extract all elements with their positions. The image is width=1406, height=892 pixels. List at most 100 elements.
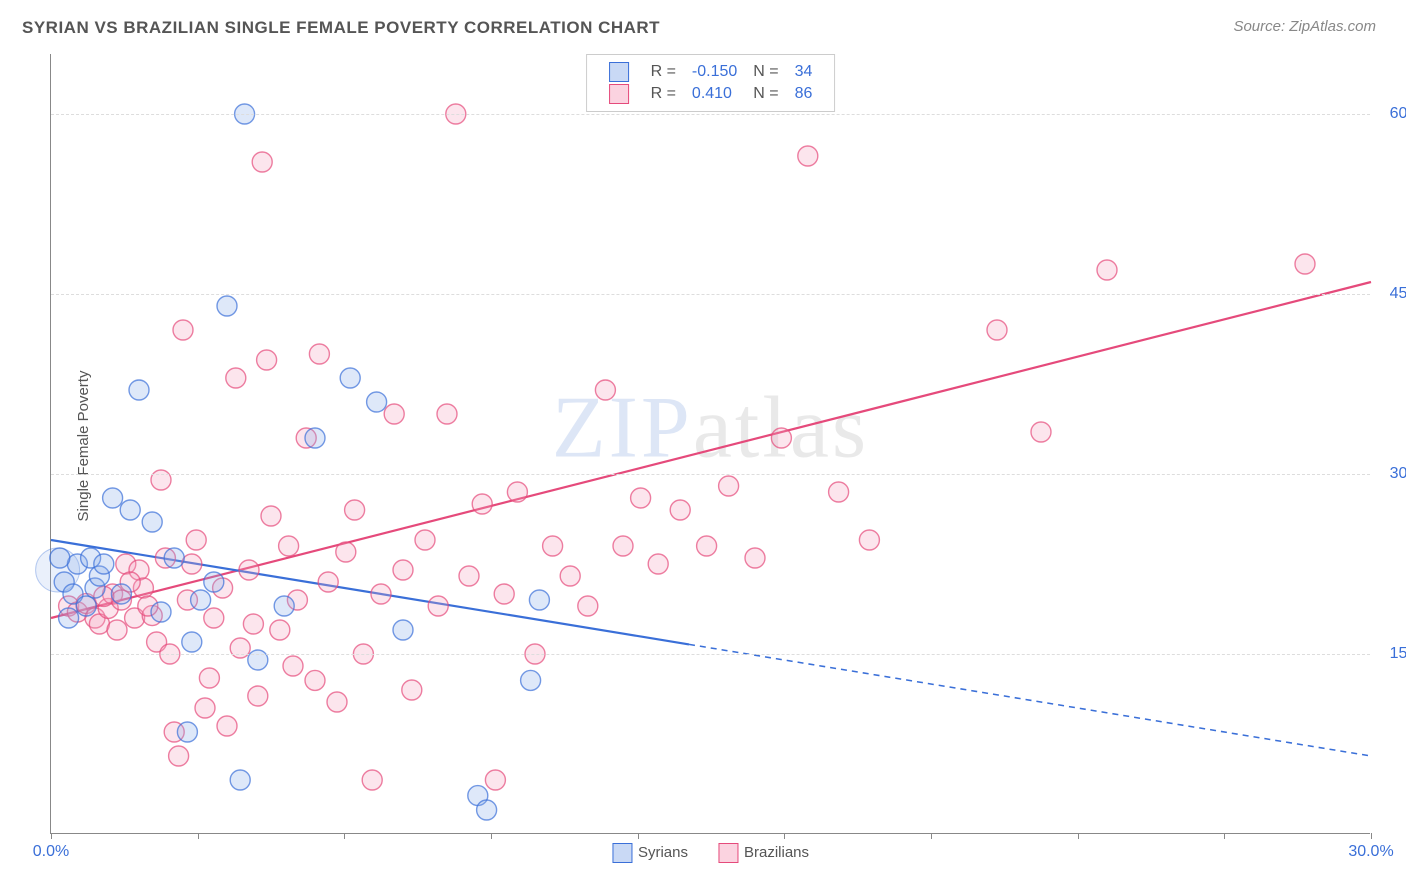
data-point (494, 584, 514, 604)
data-point (560, 566, 580, 586)
data-point (164, 548, 184, 568)
gridline (51, 294, 1370, 295)
data-point (771, 428, 791, 448)
legend-row-brazilians: R =0.410 N =86 (601, 83, 821, 105)
data-point (217, 716, 237, 736)
data-point (129, 380, 149, 400)
series-legend: Syrians Brazilians (612, 843, 809, 863)
data-point (217, 296, 237, 316)
data-point (177, 722, 197, 742)
data-point (371, 584, 391, 604)
trendline-extrapolated (689, 644, 1371, 756)
x-tick (784, 833, 785, 839)
swatch-icon (612, 843, 632, 863)
data-point (103, 488, 123, 508)
x-tick (1224, 833, 1225, 839)
chart-container: SYRIAN VS BRAZILIAN SINGLE FEMALE POVERT… (0, 0, 1406, 892)
data-point (362, 770, 382, 790)
data-point (257, 350, 277, 370)
data-point (1031, 422, 1051, 442)
data-point (648, 554, 668, 574)
data-point (367, 392, 387, 412)
data-point (76, 596, 96, 616)
data-point (472, 494, 492, 514)
data-point (393, 560, 413, 580)
data-point (243, 614, 263, 634)
data-point (50, 548, 70, 568)
data-point (248, 686, 268, 706)
data-point (248, 650, 268, 670)
data-point (987, 320, 1007, 340)
data-point (261, 506, 281, 526)
data-point (195, 698, 215, 718)
data-point (459, 566, 479, 586)
data-point (142, 512, 162, 532)
data-point (239, 560, 259, 580)
x-tick (198, 833, 199, 839)
data-point (230, 770, 250, 790)
data-point (578, 596, 598, 616)
data-point (226, 368, 246, 388)
data-point (318, 572, 338, 592)
correlation-legend: R =-0.150 N =34 R =0.410 N =86 (586, 54, 836, 112)
data-point (182, 632, 202, 652)
swatch-brazilians (609, 84, 629, 104)
data-point (252, 152, 272, 172)
data-point (402, 680, 422, 700)
data-point (169, 746, 189, 766)
data-point (340, 368, 360, 388)
data-point (191, 590, 211, 610)
data-point (59, 608, 79, 628)
data-point (283, 656, 303, 676)
gridline (51, 654, 1370, 655)
data-point (120, 500, 140, 520)
data-point (1097, 260, 1117, 280)
y-tick-label: 45.0% (1390, 285, 1406, 303)
data-point (697, 536, 717, 556)
x-tick-label: 30.0% (1348, 843, 1393, 861)
data-point (305, 428, 325, 448)
scatter-svg (51, 54, 1370, 833)
x-tick (1078, 833, 1079, 839)
data-point (309, 344, 329, 364)
data-point (107, 620, 127, 640)
data-point (829, 482, 849, 502)
data-point (859, 530, 879, 550)
x-tick-label: 0.0% (33, 843, 69, 861)
data-point (477, 800, 497, 820)
data-point (279, 536, 299, 556)
data-point (1295, 254, 1315, 274)
data-point (345, 500, 365, 520)
data-point (151, 470, 171, 490)
x-tick (51, 833, 52, 839)
x-tick (638, 833, 639, 839)
data-point (151, 602, 171, 622)
swatch-syrians (609, 62, 629, 82)
data-point (798, 146, 818, 166)
data-point (274, 596, 294, 616)
data-point (336, 542, 356, 562)
data-point (94, 554, 114, 574)
y-tick-label: 60.0% (1390, 105, 1406, 123)
legend-item-brazilians: Brazilians (718, 843, 809, 863)
data-point (270, 620, 290, 640)
data-point (327, 692, 347, 712)
data-point (204, 572, 224, 592)
data-point (529, 590, 549, 610)
source-label: Source: ZipAtlas.com (1233, 18, 1376, 35)
gridline (51, 114, 1370, 115)
data-point (384, 404, 404, 424)
data-point (745, 548, 765, 568)
x-tick (1371, 833, 1372, 839)
gridline (51, 474, 1370, 475)
y-tick-label: 30.0% (1390, 465, 1406, 483)
data-point (173, 320, 193, 340)
data-point (719, 476, 739, 496)
data-point (507, 482, 527, 502)
data-point (670, 500, 690, 520)
swatch-icon (718, 843, 738, 863)
data-point (393, 620, 413, 640)
data-point (415, 530, 435, 550)
plot-area: ZIPatlas R =-0.150 N =34 R =0.410 N =86 … (50, 54, 1370, 834)
data-point (613, 536, 633, 556)
